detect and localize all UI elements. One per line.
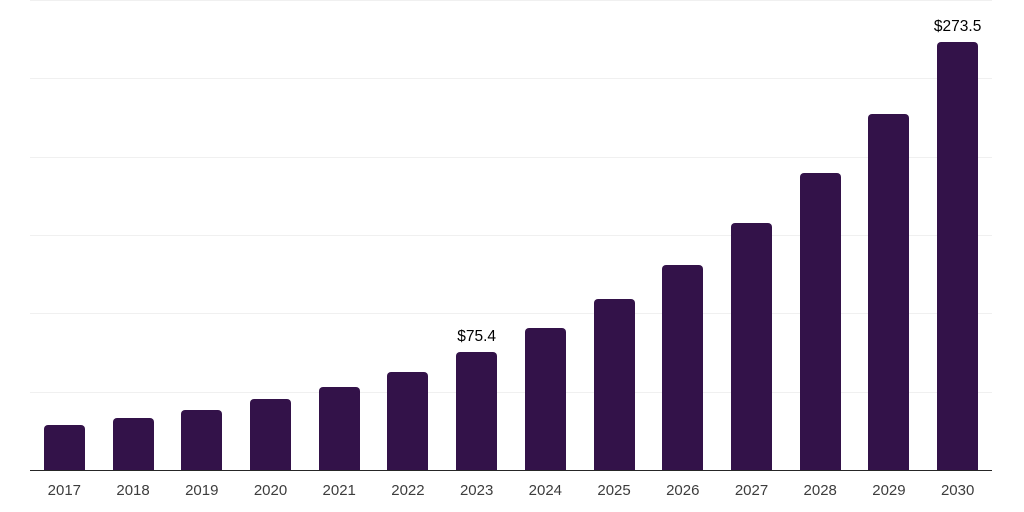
bar-2022 xyxy=(387,371,429,470)
bar-2020 xyxy=(250,399,291,470)
x-tick-label: 2026 xyxy=(666,482,700,499)
bar-2024 xyxy=(524,328,566,470)
gridline xyxy=(30,78,992,80)
bar-value-label: $75.4 xyxy=(457,327,497,345)
bar-2025 xyxy=(593,299,635,470)
bar-2023 xyxy=(456,351,498,470)
x-tick-label: 2029 xyxy=(872,482,906,499)
bar-2028 xyxy=(799,173,841,470)
x-axis-line xyxy=(30,469,992,471)
x-axis-labels: 2017 2018 2019 2020 2021 2022 2023 2024 2025 2026… xyxy=(30,479,992,503)
bar-2026 xyxy=(662,264,704,470)
x-tick-label: 2027 xyxy=(734,482,769,499)
bar-2017 xyxy=(43,425,85,470)
plot-area: $75.4 $273.5 xyxy=(30,0,992,471)
gridline xyxy=(30,0,992,1)
x-tick-label: 2024 xyxy=(528,482,563,499)
x-tick-label: 2025 xyxy=(597,482,631,499)
bar-2029 xyxy=(868,113,910,470)
x-tick-label: 2019 xyxy=(185,482,219,499)
bar-2021 xyxy=(318,386,360,470)
bar-2030 xyxy=(937,41,979,470)
gridline xyxy=(30,313,992,315)
bar-2019 xyxy=(181,410,223,470)
gridline xyxy=(30,156,992,158)
bar-value-label: $273.5 xyxy=(933,17,982,35)
x-tick-label: 2021 xyxy=(322,482,356,499)
x-tick-label: 2023 xyxy=(459,482,494,499)
bar-2027 xyxy=(731,223,772,470)
x-tick-label: 2028 xyxy=(803,482,837,499)
gridline xyxy=(30,391,992,393)
x-tick-label: 2018 xyxy=(116,482,150,499)
x-tick-label: 2020 xyxy=(253,482,288,499)
x-tick-label: 2022 xyxy=(391,482,425,499)
x-tick-label: 2030 xyxy=(940,482,975,499)
bar-2018 xyxy=(112,418,154,470)
x-tick-label: 2017 xyxy=(47,482,82,499)
gridline xyxy=(30,235,992,236)
